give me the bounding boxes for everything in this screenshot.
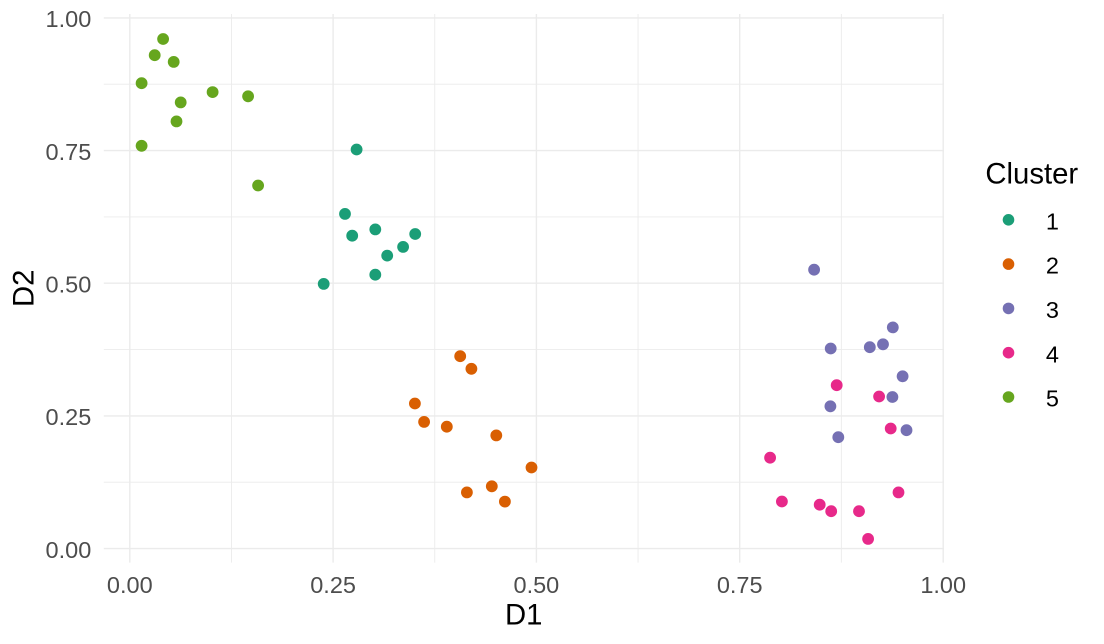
svg-text:5: 5 xyxy=(1046,386,1059,412)
svg-text:0.75: 0.75 xyxy=(46,139,92,165)
svg-text:1.00: 1.00 xyxy=(46,6,92,32)
svg-text:D1: D1 xyxy=(505,599,542,632)
svg-text:1.00: 1.00 xyxy=(920,572,966,598)
svg-text:1: 1 xyxy=(1046,208,1059,234)
svg-text:D2: D2 xyxy=(7,270,40,307)
svg-text:0.50: 0.50 xyxy=(46,271,92,297)
svg-text:4: 4 xyxy=(1046,341,1059,367)
svg-text:3: 3 xyxy=(1046,297,1059,323)
svg-text:0.75: 0.75 xyxy=(717,572,763,598)
svg-text:2: 2 xyxy=(1046,253,1059,279)
svg-text:0.00: 0.00 xyxy=(107,572,153,598)
svg-text:0.25: 0.25 xyxy=(310,572,356,598)
svg-text:Cluster: Cluster xyxy=(985,157,1078,190)
svg-text:0.50: 0.50 xyxy=(514,572,560,598)
svg-text:0.25: 0.25 xyxy=(46,404,92,430)
svg-text:0.00: 0.00 xyxy=(46,537,92,563)
